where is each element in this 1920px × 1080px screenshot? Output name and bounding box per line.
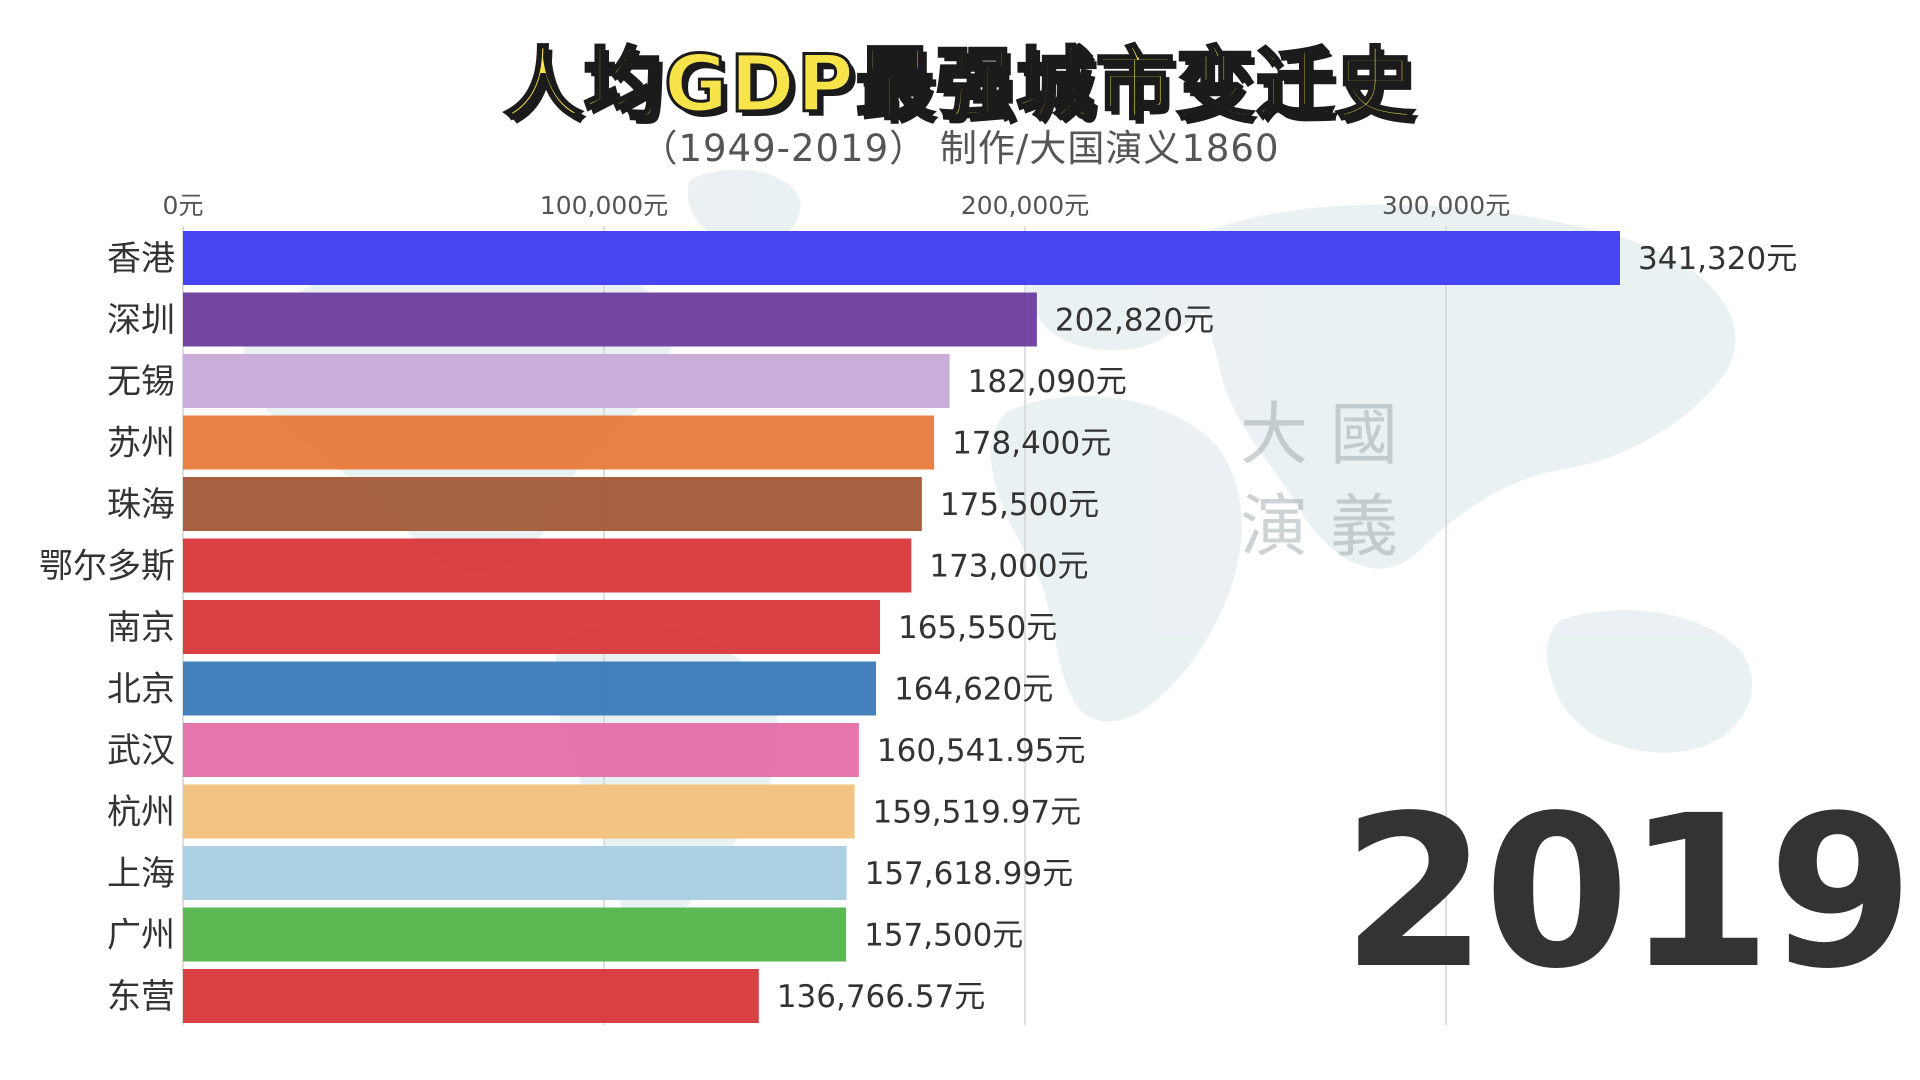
year-label: 2019 [1341,770,1914,1015]
value-label-2: 182,090元 [968,364,1127,400]
value-label-7: 164,620元 [894,672,1053,708]
svg-text:演: 演 [1240,488,1314,567]
bar-8 [183,723,859,777]
value-label-12: 136,766.57元 [777,979,986,1015]
bar-3 [183,415,935,470]
category-label-9: 杭州 [107,793,175,833]
value-label-1: 202,820元 [1055,303,1214,339]
svg-text:大: 大 [1240,396,1314,475]
watermark-seal-icon: 大 國 演 義 [1240,396,1404,567]
chart-title: 人均GDP最强城市变迁史 [503,39,1416,132]
value-label-0: 341,320元 [1638,241,1797,277]
category-label-3: 苏州 [107,424,175,464]
chart-subtitle: （1949-2019） 制作/大国演义1860 [640,127,1280,170]
watermark-logo: 大 國 演 義 [1232,388,1412,592]
bar-10 [183,846,847,900]
category-label-12: 东营 [107,977,175,1017]
bar-0 [183,231,1620,285]
svg-text:國: 國 [1330,396,1404,475]
value-label-10: 157,618.99元 [865,856,1074,892]
tick-label-2: 200,000元 [961,191,1089,220]
bar-11 [183,907,847,962]
bar-9 [183,784,855,839]
value-label-3: 178,400元 [952,426,1111,462]
value-label-8: 160,541.95元 [877,733,1086,769]
bar-12 [183,969,759,1023]
category-label-2: 无锡 [107,362,175,402]
category-label-10: 上海 [107,854,175,894]
category-label-8: 武汉 [107,731,175,771]
value-label-9: 159,519.97元 [873,795,1082,831]
value-label-4: 175,500元 [940,487,1099,523]
category-label-1: 深圳 [107,301,175,341]
category-label-0: 香港 [107,239,175,279]
bar-6 [183,600,880,654]
svg-text:義: 義 [1330,488,1404,567]
tick-label-3: 300,000元 [1382,191,1510,220]
tick-label-0: 0元 [163,191,204,220]
tick-label-1: 100,000元 [540,191,668,220]
category-label-5: 鄂尔多斯 [39,547,175,587]
value-label-6: 165,550元 [898,610,1057,646]
bar-2 [183,354,950,408]
category-label-11: 广州 [107,916,175,956]
bar-4 [183,477,922,531]
category-label-4: 珠海 [107,485,175,525]
value-label-11: 157,500元 [864,918,1023,954]
bar-7 [183,661,877,716]
category-label-7: 北京 [107,670,175,710]
bar-1 [183,292,1037,347]
category-label-6: 南京 [107,608,175,648]
value-label-5: 173,000元 [929,549,1088,585]
bar-5 [183,538,912,593]
